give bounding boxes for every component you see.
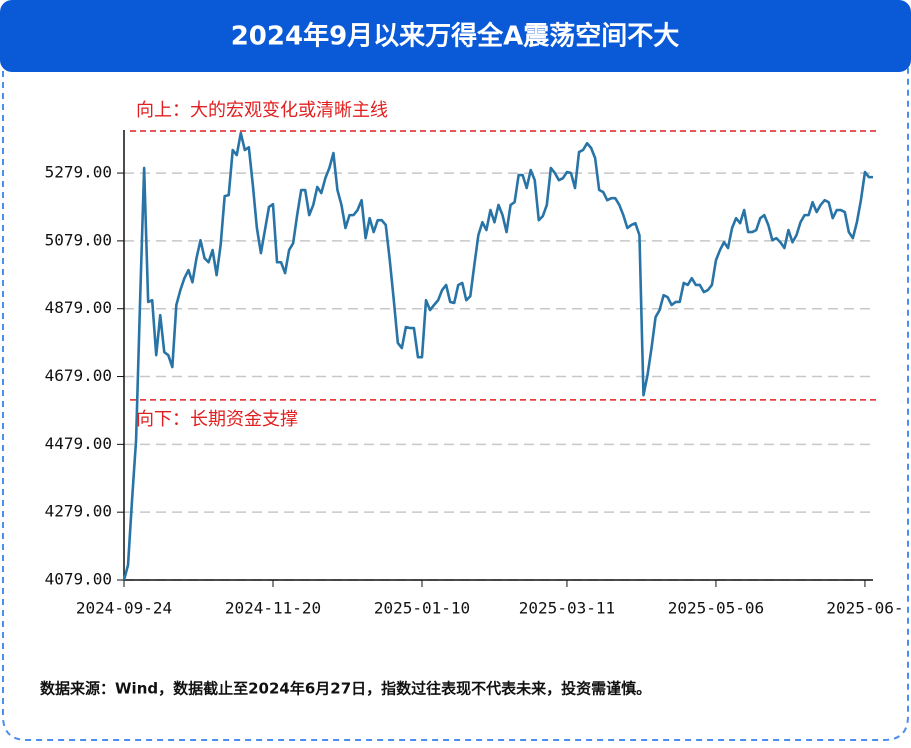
reference-label: 向下：长期资金支撑 <box>136 409 298 430</box>
x-tick-label: 2025-01-10 <box>374 599 470 618</box>
y-tick-label: 4479.00 <box>45 434 112 453</box>
x-tick-label: 2024-09-24 <box>76 599 172 618</box>
line <box>122 131 873 581</box>
y-tick-label: 5079.00 <box>45 230 112 249</box>
y-tick-label: 4079.00 <box>45 570 112 589</box>
y-tick-label: 4879.00 <box>45 298 112 317</box>
x-tick-label: 2025-05-06 <box>668 599 764 618</box>
y-tick-label: 4279.00 <box>45 502 112 521</box>
header-bar <box>0 0 911 72</box>
y-tick-label: 5279.00 <box>45 163 112 182</box>
x-tick-label: 2025-06- <box>826 599 903 618</box>
x-tick-label: 2025-03-11 <box>519 599 615 618</box>
footnote: 数据来源：Wind，数据截止至2024年6月27日，指数过往表现不代表未来，投资… <box>40 680 651 698</box>
x-tick-label: 2024-11-20 <box>225 599 321 618</box>
reference-label: 向上：大的宏观变化或清晰主线 <box>136 100 388 121</box>
frame <box>2 60 909 741</box>
plot: 4079.00 4279.00 4479.00 4679.00 4879.00 5079.… <box>45 100 904 617</box>
y-tick-label: 4679.00 <box>45 366 112 385</box>
header-title: 2024年9月以来万得全A震荡空间不大 <box>231 21 680 52</box>
